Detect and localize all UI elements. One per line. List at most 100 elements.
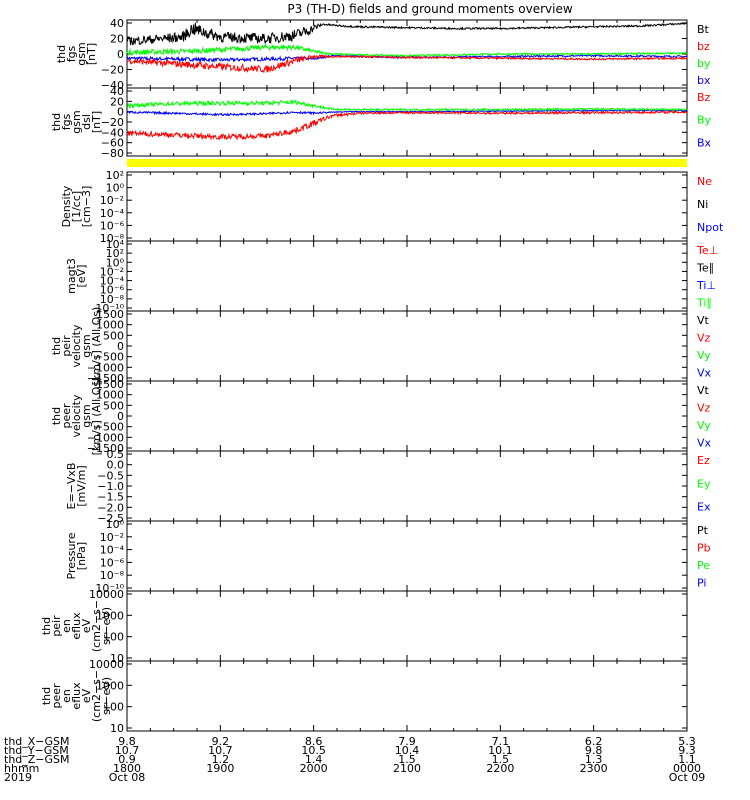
y-tick-label: −0.5 (97, 469, 124, 482)
y-tick-label: −500 (94, 351, 124, 364)
panel-frame (126, 520, 688, 592)
legend-ez: Ez (697, 454, 710, 467)
y-tick-label: −40 (101, 79, 124, 92)
y-axis-label: peir (50, 615, 63, 637)
x-tick-label: Oct 09 (669, 771, 706, 784)
x-tick-label: 2100 (393, 762, 421, 775)
y-axis-label: fgs (65, 45, 78, 62)
y-axis-label: eV (80, 618, 93, 633)
y-axis-label: [1/cc] (70, 191, 83, 222)
y-axis-label: Density (60, 185, 73, 227)
y-axis-label: eflux (70, 682, 83, 710)
x-tick-label: 10.1 (488, 744, 513, 757)
legend-vz: Vz (697, 402, 711, 415)
legend-vz: Vz (697, 332, 711, 345)
y-tick-label: 10⁰ (106, 256, 125, 269)
x-tick-label: 0000 (673, 762, 701, 775)
y-axis-label: Pressure (65, 532, 78, 579)
x-tick-label: 0.9 (118, 753, 136, 766)
y-tick-label: 10⁻¹⁰ (95, 582, 124, 595)
x-tick-label: 2000 (300, 762, 328, 775)
y-tick-label: −1000 (87, 431, 124, 444)
legend-npot: Npot (697, 221, 724, 234)
panel-frame (126, 240, 688, 312)
y-axis-label: [eV] (75, 265, 88, 288)
y-tick-label: 20 (110, 33, 124, 46)
x-tick-label: 2300 (580, 762, 608, 775)
y-axis-label: thd (40, 687, 53, 705)
legend-pe: Pe (697, 559, 710, 572)
x-tick-label: 2200 (486, 762, 514, 775)
series-by (127, 99, 688, 113)
legend-vy: Vy (697, 349, 711, 362)
legend-pi: Pi (697, 577, 706, 590)
legend-bz: bz (697, 40, 710, 53)
legend-by: By (697, 114, 712, 127)
x-tick-label: 1800 (113, 762, 141, 775)
y-axis-label: [cm−3] (80, 186, 93, 228)
y-tick-label: 1500 (96, 308, 124, 321)
panel-frame (126, 310, 688, 382)
x-tick-label: 7.9 (398, 735, 416, 748)
y-tick-label: 10⁻⁴ (100, 275, 125, 288)
y-tick-label: 40 (110, 17, 124, 30)
x-tick-label: 5.3 (678, 735, 696, 748)
y-axis-label: en (60, 689, 73, 703)
y-axis-label: thd (40, 617, 53, 635)
legend-ti∥: Ti∥ (696, 297, 712, 310)
y-tick-label: −500 (94, 421, 124, 434)
x-tick-label: 1.2 (212, 753, 230, 766)
x-tick-label: 1900 (206, 762, 234, 775)
y-axis-label: thd (55, 45, 68, 63)
y-tick-label: 500 (103, 399, 124, 412)
y-tick-label: −40 (101, 126, 124, 139)
legend-bz: Bz (697, 91, 711, 104)
series-bz (126, 110, 688, 141)
legend-te⊥: Te⊥ (696, 244, 718, 257)
legend-pb: Pb (697, 542, 711, 555)
legend-bx: Bx (697, 136, 712, 149)
x-tick-label: 10.7 (208, 744, 233, 757)
y-axis-label: [km/s] (All Qs) (90, 377, 103, 456)
y-axis-label: (cm2−s− (90, 600, 103, 652)
y-tick-label: 0.0 (107, 459, 125, 472)
y-tick-label: 1000 (96, 609, 124, 622)
y-tick-label: 100 (103, 701, 124, 714)
y-tick-label: 0 (117, 410, 124, 423)
legend-by: by (697, 57, 711, 70)
legend-vt: Vt (697, 314, 710, 327)
y-axis-label: [nPa] (75, 542, 88, 570)
y-axis-label: gsm (70, 110, 83, 133)
y-axis-label: peer (50, 683, 63, 709)
panel-frame (126, 590, 688, 662)
y-tick-label: 10⁻⁴ (100, 207, 125, 220)
legend-te∥: Te∥ (696, 262, 714, 275)
y-axis-label: gsm (75, 42, 88, 65)
y-axis-label: E=−VxB (65, 463, 78, 510)
legend-ne: Ne (697, 175, 712, 188)
legend-pt: Pt (697, 524, 709, 537)
x-tick-label: 9.3 (678, 744, 696, 757)
x-tick-label: 1.1 (678, 753, 696, 766)
y-tick-label: 10⁰ (106, 518, 125, 531)
y-tick-label: 10⁴ (106, 238, 125, 251)
x-tick-label: 1.5 (398, 753, 416, 766)
series-bz (126, 54, 688, 73)
x-row-label: thd_X−GSM (4, 735, 70, 748)
y-axis-label: gsm (80, 334, 93, 357)
y-tick-label: −1.0 (97, 480, 124, 493)
y-tick-label: −1000 (87, 361, 124, 374)
panels: 40200−20−40thdfgsgsm[nT]Btbzbybx40200−20… (40, 17, 724, 735)
x-tick-label: 9.8 (585, 744, 603, 757)
y-tick-label: 10⁻⁸ (100, 569, 125, 582)
y-tick-label: 1500 (96, 378, 124, 391)
x-tick-label: 10.4 (395, 744, 420, 757)
y-tick-label: 10⁻² (100, 194, 124, 207)
x-tick-label: 8.6 (305, 735, 323, 748)
